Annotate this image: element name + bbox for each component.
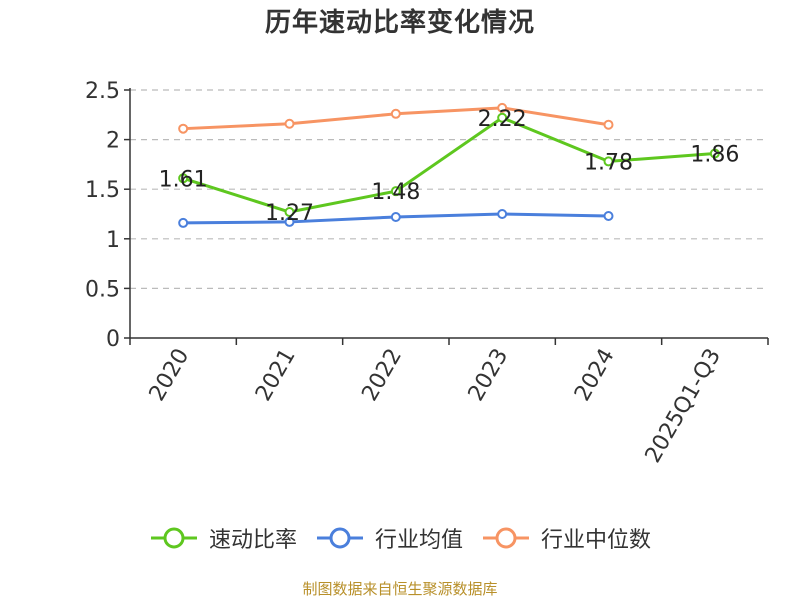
data-point-quick_ratio xyxy=(603,156,614,167)
data-point-industry_avg xyxy=(178,217,189,228)
y-tick-label: 0 xyxy=(106,327,120,352)
x-tick-label: 2020 xyxy=(145,345,195,406)
data-point-industry_avg xyxy=(603,210,614,221)
x-tick-label: 2023 xyxy=(464,344,514,405)
data-point-industry_median xyxy=(284,118,295,129)
y-tick-label: 1 xyxy=(106,228,120,253)
y-tick-label: 2 xyxy=(106,129,120,154)
legend-label-industry-median: 行业中位数 xyxy=(541,528,652,553)
data-point-industry_median xyxy=(603,119,614,130)
y-tick-label: 2.5 xyxy=(85,79,120,104)
legend-label-industry-average: 行业均值 xyxy=(374,528,463,553)
data-label: 1.27 xyxy=(265,201,314,226)
legend-item-industry-average[interactable]: 行业均值 xyxy=(315,522,463,554)
data-point-industry_avg xyxy=(497,209,508,219)
data-point-industry_avg xyxy=(284,216,295,227)
data-point-industry_median xyxy=(497,102,508,113)
y-tick-label: 1.5 xyxy=(85,178,120,203)
data-point-quick_ratio xyxy=(709,148,720,159)
legend-item-industry-median[interactable]: 行业中位数 xyxy=(481,522,651,554)
legend-line-icon-industry-average xyxy=(316,527,363,549)
legend-item-quick-ratio[interactable]: 速动比率 xyxy=(149,522,297,554)
data-point-quick_ratio xyxy=(497,112,508,123)
y-tick-label: 0.5 xyxy=(85,277,120,302)
legend-line-icon-industry-median xyxy=(483,527,529,549)
x-tick-label: 2021 xyxy=(251,345,301,406)
data-label: 1.61 xyxy=(159,167,208,192)
chart-title: 历年速动比率变化情况 xyxy=(264,8,535,38)
data-point-industry_avg xyxy=(390,211,401,222)
data-point-quick_ratio xyxy=(284,207,295,218)
data-point-industry_median xyxy=(178,123,189,134)
data-source-note: 制图数据来自恒生聚源数据库 xyxy=(302,580,498,598)
data-point-industry_median xyxy=(390,108,401,119)
data-label: 2.22 xyxy=(478,107,527,132)
data-label: 1.86 xyxy=(690,142,739,167)
data-label: 1.48 xyxy=(371,180,420,205)
series-line-quick_ratio xyxy=(182,116,715,214)
x-tick-label: 2022 xyxy=(357,345,407,406)
data-point-quick_ratio xyxy=(178,173,189,184)
data-label: 1.78 xyxy=(584,150,633,175)
data-point-quick_ratio xyxy=(390,186,401,197)
legend-label-quick-ratio: 速动比率 xyxy=(208,528,297,553)
chart-legend: 速动比率 行业均值 行业中位数 xyxy=(0,518,800,558)
x-tick-label: 2024 xyxy=(570,345,620,406)
x-tick-label: 2025Q1-Q3 xyxy=(641,345,726,468)
legend-line-icon-quick-ratio xyxy=(150,527,197,549)
